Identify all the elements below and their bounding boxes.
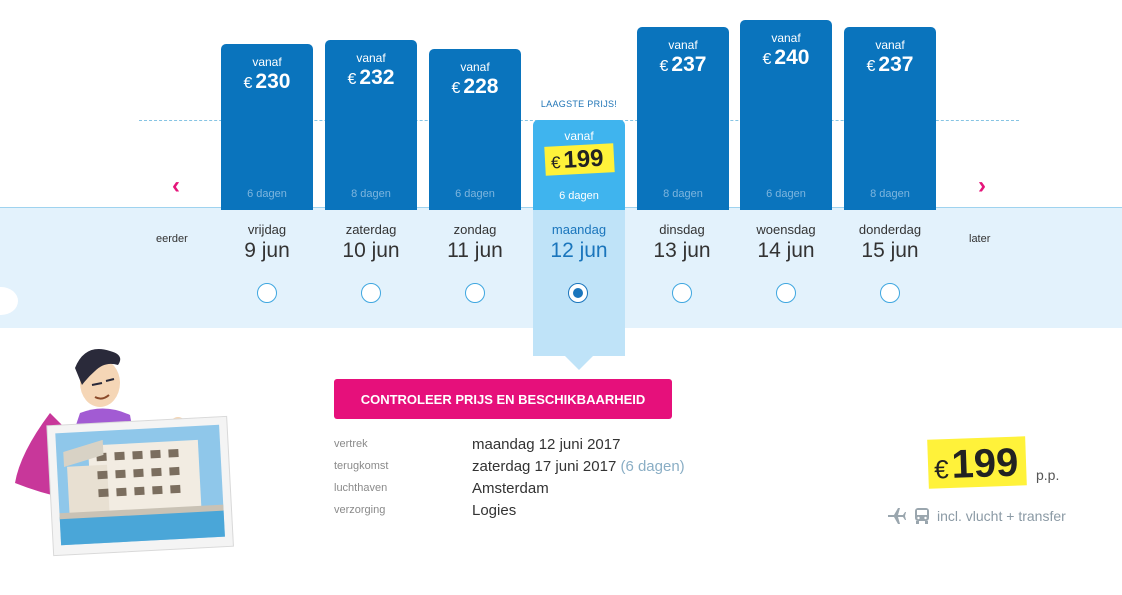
per-person-label: p.p. xyxy=(1036,467,1060,483)
total-price-badge: €199 xyxy=(927,436,1028,489)
bar-price: €240 xyxy=(762,46,810,69)
bus-icon xyxy=(915,508,929,524)
price-bar-3-selected[interactable]: vanaf €199 6 dagen xyxy=(533,120,625,210)
price-bar-4[interactable]: vanaf €237 8 dagen xyxy=(637,27,729,210)
bar-price: €237 xyxy=(659,53,707,76)
bar-price: €232 xyxy=(347,66,395,89)
departure-label: vertrek xyxy=(334,438,368,450)
band-notch xyxy=(0,287,18,315)
price-bar-0[interactable]: vanaf €230 6 dagen xyxy=(221,44,313,210)
return-label: terugkomst xyxy=(334,460,389,472)
lowest-price-highlight: €199 xyxy=(544,143,614,176)
chevron-right-icon[interactable]: › xyxy=(978,172,986,199)
price-bar-1[interactable]: vanaf €232 8 dagen xyxy=(325,40,417,210)
from-label: vanaf xyxy=(460,60,490,74)
board-value: Logies xyxy=(472,502,517,519)
from-label: vanaf xyxy=(356,51,386,65)
bar-price: €237 xyxy=(866,53,914,76)
bar-duration: 8 dagen xyxy=(351,188,391,200)
price-bar-6[interactable]: vanaf €237 8 dagen xyxy=(844,27,936,210)
day-label-5[interactable]: woensdag 14 jun xyxy=(756,222,816,262)
price-bar-2[interactable]: vanaf €228 6 dagen xyxy=(429,49,521,210)
day-radio-1[interactable] xyxy=(361,283,381,303)
bar-duration: 6 dagen xyxy=(455,188,495,200)
day-label-3-selected[interactable]: maandag 12 jun xyxy=(550,222,608,262)
price-bar-5[interactable]: vanaf €240 6 dagen xyxy=(740,20,832,210)
includes-info: incl. vlucht + transfer xyxy=(887,507,1066,525)
later-link[interactable]: later xyxy=(969,233,991,245)
from-label: vanaf xyxy=(875,38,905,52)
mascot-illustration xyxy=(15,349,234,557)
day-radio-5[interactable] xyxy=(776,283,796,303)
includes-text: incl. vlucht + transfer xyxy=(937,508,1066,524)
from-label: vanaf xyxy=(668,38,698,52)
day-radio-2[interactable] xyxy=(465,283,485,303)
board-label: verzorging xyxy=(334,504,386,516)
from-label: vanaf xyxy=(564,129,594,143)
bar-price: €228 xyxy=(451,75,499,98)
bar-duration: 6 dagen xyxy=(247,188,287,200)
day-radio-3-selected[interactable] xyxy=(568,283,588,303)
bar-price: €230 xyxy=(243,70,291,93)
bar-duration: 6 dagen xyxy=(559,190,599,202)
chevron-left-icon[interactable]: ‹ xyxy=(172,172,180,199)
day-label-0[interactable]: vrijdag 9 jun xyxy=(244,222,290,262)
day-label-4[interactable]: dinsdag 13 jun xyxy=(653,222,711,262)
from-label: vanaf xyxy=(252,55,282,69)
day-radio-4[interactable] xyxy=(672,283,692,303)
return-value: zaterdag 17 juni 2017 (6 dagen) xyxy=(472,458,685,475)
bar-duration: 8 dagen xyxy=(870,188,910,200)
bar-duration: 8 dagen xyxy=(663,188,703,200)
day-label-1[interactable]: zaterdag 10 jun xyxy=(342,222,400,262)
from-label: vanaf xyxy=(771,31,801,45)
bar-duration: 6 dagen xyxy=(766,188,806,200)
return-duration: (6 dagen) xyxy=(620,458,685,475)
departure-value: maandag 12 juni 2017 xyxy=(472,436,621,453)
day-label-6[interactable]: donderdag 15 jun xyxy=(858,222,922,262)
day-radio-0[interactable] xyxy=(257,283,277,303)
lowest-price-label: LAAGSTE PRIJS! xyxy=(540,99,618,109)
selected-column-pointer xyxy=(564,355,594,370)
airport-label: luchthaven xyxy=(334,482,388,494)
airport-value: Amsterdam xyxy=(472,480,549,497)
check-availability-button[interactable]: CONTROLEER PRIJS EN BESCHIKBAARHEID xyxy=(334,379,672,419)
day-label-2[interactable]: zondag 11 jun xyxy=(447,222,503,262)
plane-icon xyxy=(888,508,906,524)
day-radio-6[interactable] xyxy=(880,283,900,303)
earlier-link[interactable]: eerder xyxy=(156,233,188,245)
